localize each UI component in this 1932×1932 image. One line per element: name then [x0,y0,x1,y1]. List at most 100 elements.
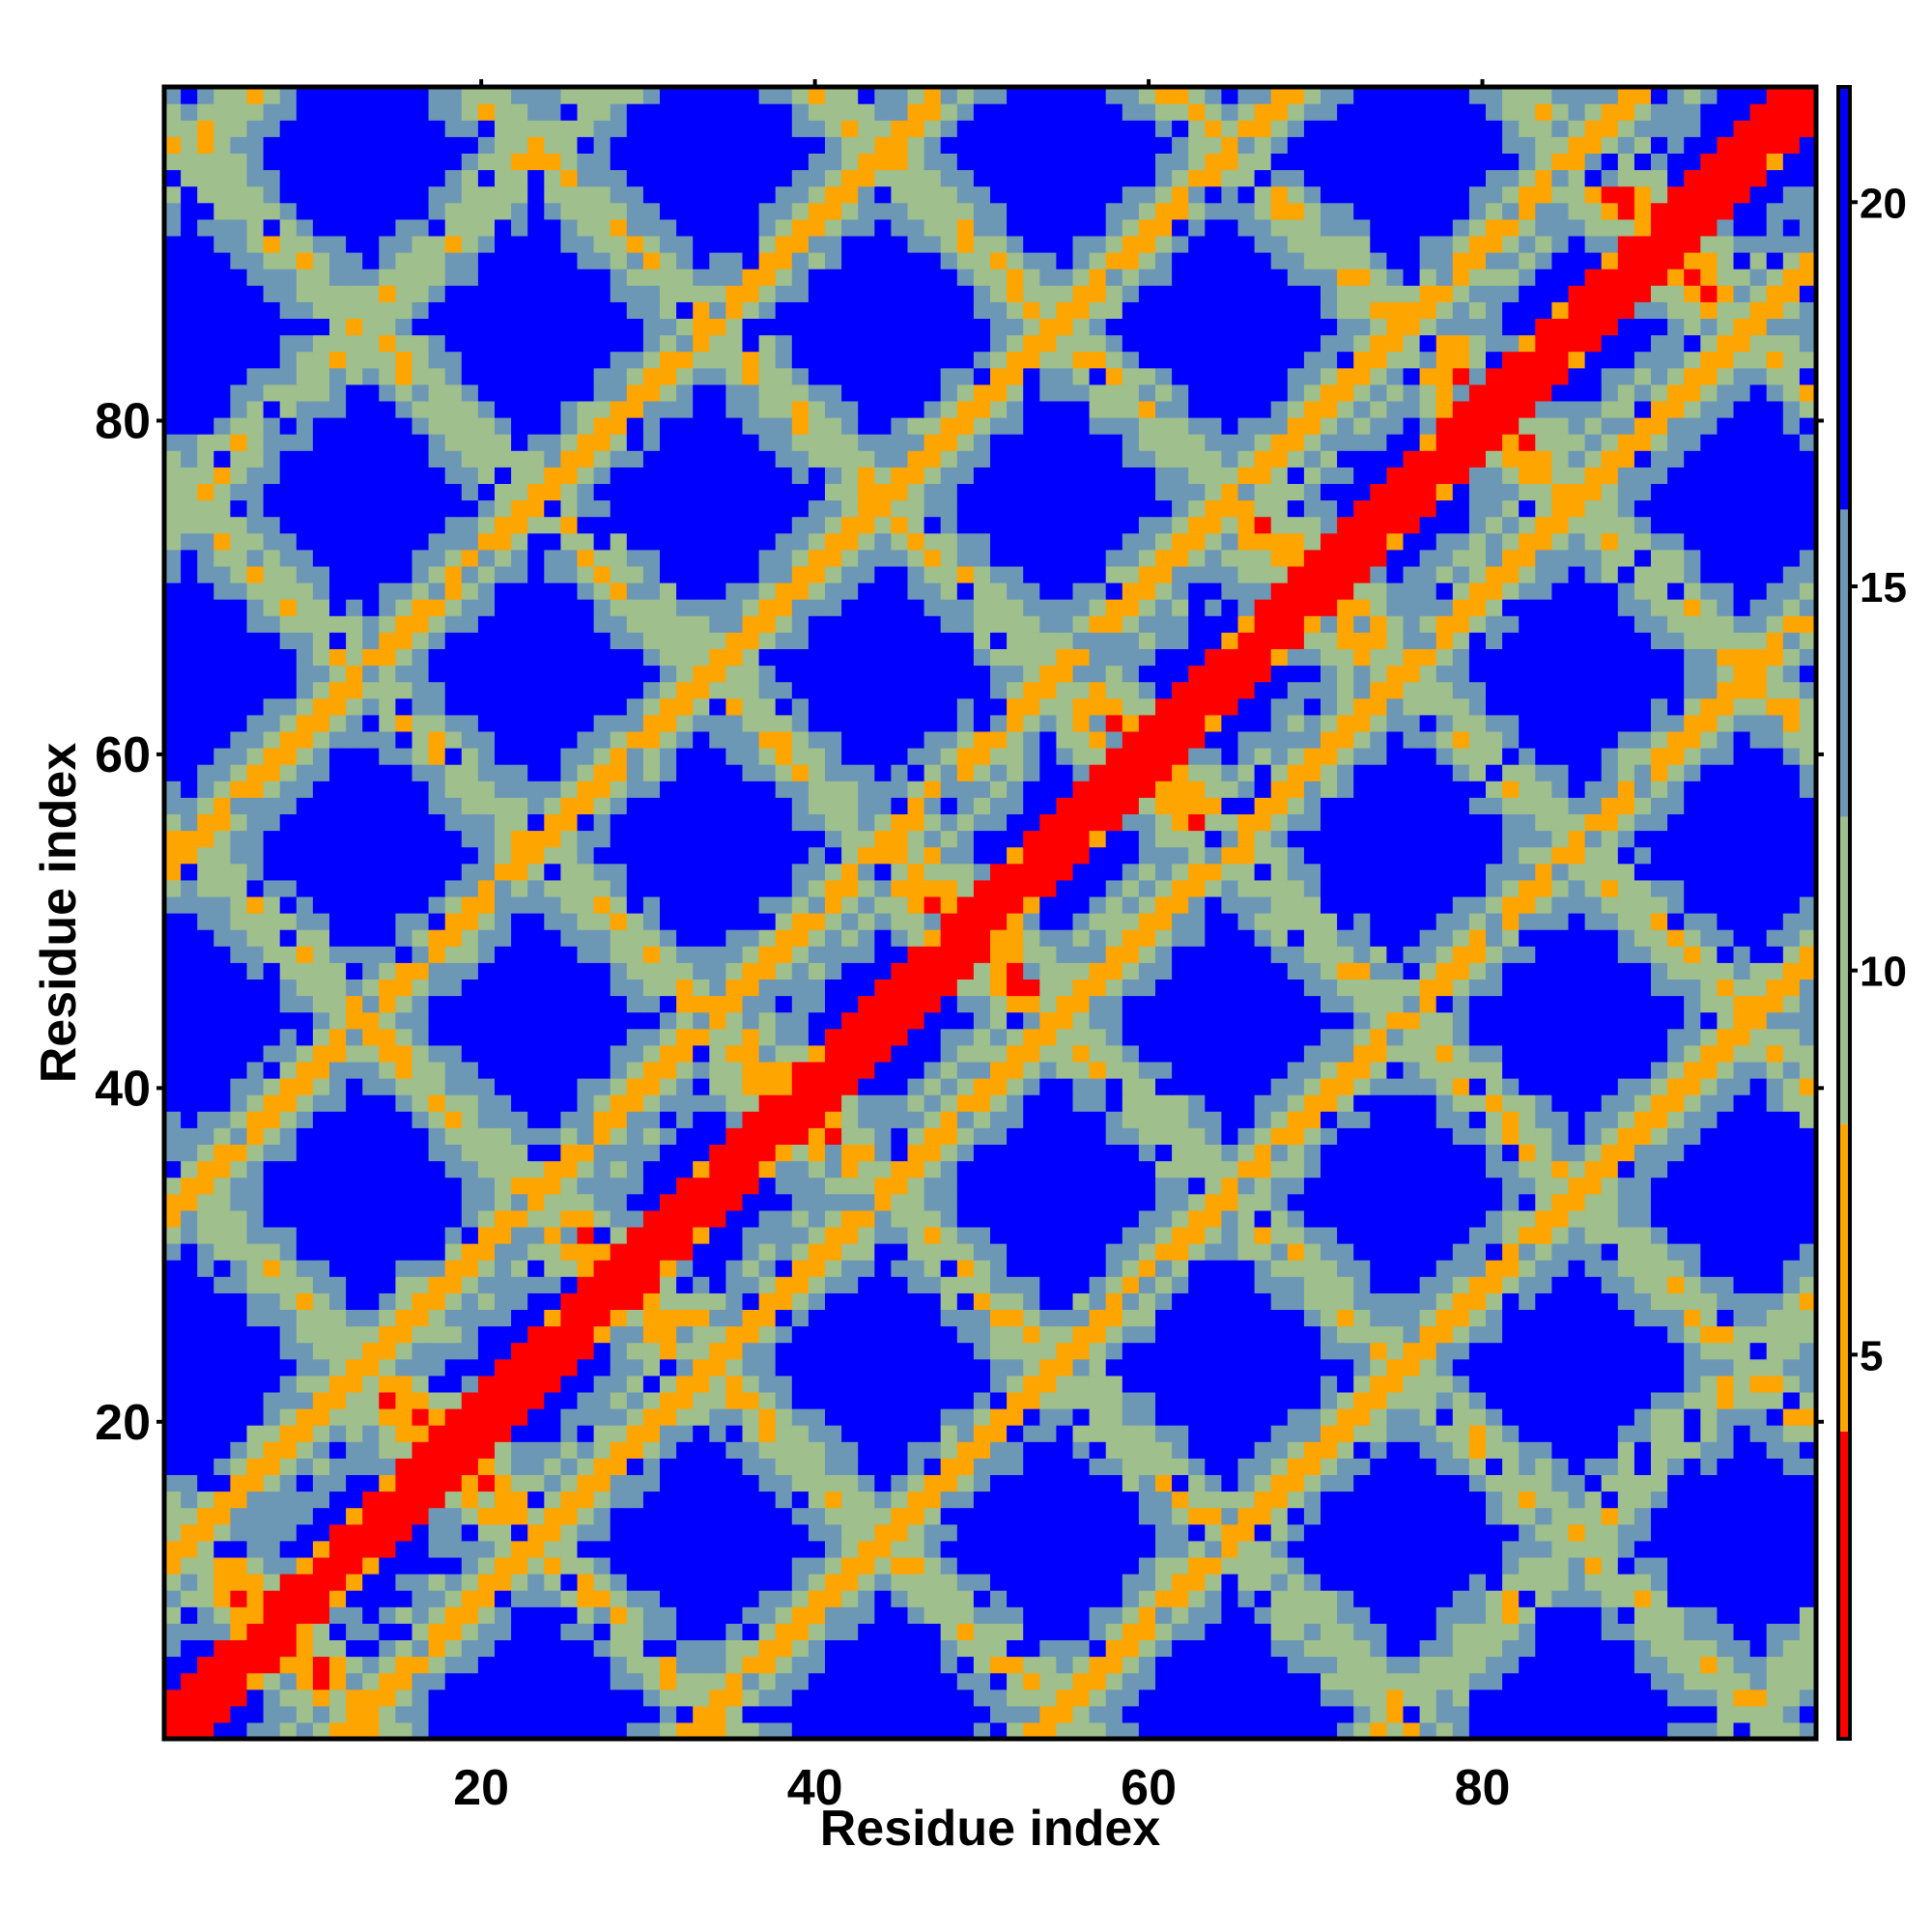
heatmap-cell [1535,1474,1552,1492]
heatmap-cell [1749,1193,1768,1211]
heatmap-cell [511,1705,528,1723]
heatmap-cell [1337,1044,1354,1063]
heatmap-cell [230,1606,248,1624]
heatmap-cell [428,1226,446,1244]
heatmap-cell [164,1325,182,1344]
heatmap-cell [642,1144,661,1162]
heatmap-cell [610,1276,628,1293]
heatmap-cell [246,1260,265,1277]
heatmap-cell [1617,1606,1635,1624]
heatmap-cell [428,1474,446,1492]
heatmap-cell [1337,1523,1354,1542]
heatmap-cell [1321,929,1338,947]
heatmap-cell [395,1507,413,1525]
heatmap-cell [379,1639,396,1658]
heatmap-cell [412,946,430,963]
heatmap-cell [642,1293,661,1310]
heatmap-cell [181,1243,198,1261]
heatmap-cell [907,1260,925,1277]
heatmap-cell [1105,946,1123,963]
heatmap-cell [1105,1408,1123,1426]
heatmap-cell [874,1425,892,1442]
heatmap-cell [973,1689,991,1707]
heatmap-cell [1733,1623,1751,1640]
heatmap-cell [610,1193,628,1211]
heatmap-cell [1303,1325,1321,1344]
heatmap-cell [461,979,479,997]
heatmap-cell [709,1408,726,1426]
heatmap-cell [1452,1639,1470,1658]
heatmap-cell [213,962,231,980]
heatmap-cell [560,1209,579,1228]
heatmap-cell [263,1309,281,1327]
heatmap-cell [1105,1293,1123,1310]
heatmap-cell [1287,1358,1305,1377]
heatmap-cell [1237,1276,1256,1293]
heatmap-cell [1502,1358,1520,1377]
heatmap-cell [1651,1523,1668,1542]
heatmap-cell [329,1458,347,1475]
heatmap-cell [808,1458,826,1475]
heatmap-cell [1452,1556,1470,1575]
heatmap-cell [1172,1078,1189,1095]
heatmap-cell [956,1094,975,1112]
heatmap-cell [296,1623,314,1640]
heatmap-cell [230,1574,248,1591]
heatmap-cell [1717,1061,1735,1079]
heatmap-cell [1419,979,1437,997]
heatmap-cell [642,1028,661,1046]
heatmap-cell [1089,1606,1107,1624]
heatmap-cell [825,1309,842,1327]
heatmap-cell [775,1623,793,1640]
heatmap-cell [1717,929,1735,947]
heatmap-cell [181,1705,198,1723]
heatmap-cell [527,1044,545,1063]
heatmap-cell [676,946,694,963]
heatmap-cell [213,1523,231,1542]
heatmap-cell [527,1623,545,1640]
heatmap-cell [1568,1111,1586,1128]
heatmap-cell [923,1540,942,1558]
heatmap-cell [775,1458,793,1475]
heatmap-cell [312,1606,330,1624]
heatmap-cell [1519,1391,1536,1409]
heatmap-cell [940,929,958,947]
heatmap-cell [213,1721,231,1740]
heatmap-cell [1254,1408,1272,1426]
heatmap-cell [1452,1078,1470,1095]
heatmap-cell [610,946,628,963]
heatmap-cell [1651,1094,1668,1112]
heatmap-cell [1270,1342,1289,1360]
heatmap-cell [1634,1177,1652,1195]
heatmap-cell [1551,1160,1570,1179]
heatmap-cell [1617,1556,1635,1575]
heatmap-cell [1535,1458,1552,1475]
heatmap-cell [1435,962,1454,980]
heatmap-cell [577,1111,595,1128]
heatmap-cell [725,1177,744,1195]
heatmap-cell [1023,1127,1040,1145]
heatmap-cell [1155,1375,1173,1393]
heatmap-cell [1254,1574,1272,1591]
heatmap-cell [1254,1127,1272,1145]
heatmap-cell [444,979,463,997]
heatmap-cell [1370,929,1387,947]
heatmap-cell [725,1656,744,1674]
heatmap-cell [1205,1441,1222,1459]
heatmap-cell [1634,1144,1652,1162]
heatmap-cell [263,1078,281,1095]
heatmap-cell [312,1721,330,1740]
heatmap-cell [1519,1540,1536,1558]
heatmap-cell [461,995,479,1013]
heatmap-cell [1601,1458,1619,1475]
heatmap-cell [1799,1574,1817,1591]
heatmap-cell [1337,1342,1354,1360]
heatmap-cell [1155,1243,1173,1261]
heatmap-cell [296,1656,314,1674]
heatmap-cell [858,1540,875,1558]
heatmap-cell [1749,929,1768,947]
heatmap-cell [329,1556,347,1575]
heatmap-cell [1155,1094,1173,1112]
heatmap-cell [279,1276,298,1293]
heatmap-cell [1766,1342,1784,1360]
